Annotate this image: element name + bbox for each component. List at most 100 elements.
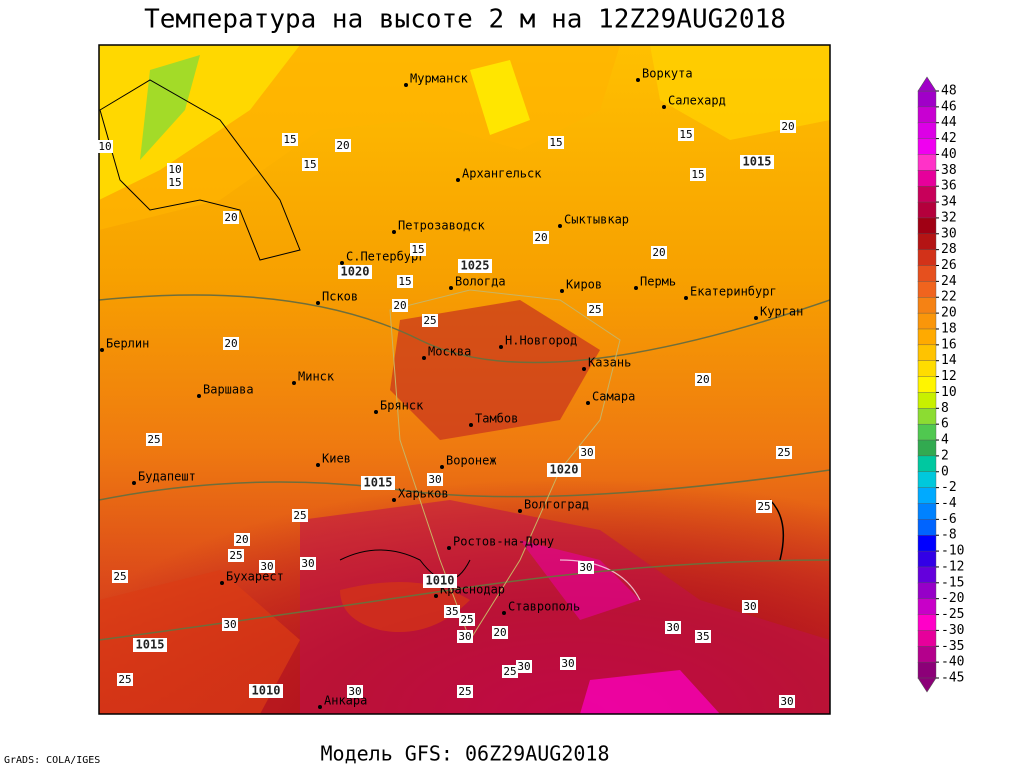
isotherm-label: 20 bbox=[534, 231, 547, 244]
city: Н.Новгород bbox=[505, 334, 577, 348]
isotherm-label-bg bbox=[690, 168, 706, 181]
isotherm-label-bg bbox=[392, 299, 408, 312]
colorbar-label: -2 bbox=[941, 480, 957, 495]
isotherm-label-bg bbox=[146, 433, 162, 446]
colorbar-segment bbox=[917, 281, 937, 298]
isotherm-label-bg bbox=[779, 695, 795, 708]
colorbar-segment bbox=[917, 312, 937, 330]
colorbar-segment bbox=[917, 519, 937, 536]
city-dot bbox=[636, 78, 640, 82]
city: Псков bbox=[322, 290, 358, 304]
isobar-label-bg bbox=[423, 574, 457, 588]
colorbar-segment bbox=[917, 122, 937, 140]
colorbar-label: 32 bbox=[941, 210, 957, 225]
isotherm-label-bg bbox=[223, 211, 239, 224]
isotherm-label-bg bbox=[516, 660, 532, 673]
isotherm-label: 25 bbox=[757, 500, 770, 513]
colorbar-label: 38 bbox=[941, 163, 957, 178]
isotherm-label: 30 bbox=[223, 618, 236, 631]
colorbar-label: 10 bbox=[941, 385, 957, 400]
city: Волгоград bbox=[524, 498, 589, 512]
city: Киров bbox=[566, 278, 602, 292]
isotherm-label: 15 bbox=[679, 128, 692, 141]
isotherm-label: 15 bbox=[398, 275, 411, 288]
colorbar-label: 2 bbox=[941, 448, 949, 463]
city: Берлин bbox=[106, 337, 149, 351]
city: Ростов-на-Дону bbox=[453, 535, 554, 549]
colorbar-label: -30 bbox=[941, 623, 964, 638]
colorbar-label: 42 bbox=[941, 131, 957, 146]
colorbar-label: 0 bbox=[941, 464, 949, 479]
city: Салехард bbox=[668, 94, 726, 108]
title: Температура на высоте 2 м на 12Z29AUG201… bbox=[144, 5, 786, 35]
isotherm-label: 25 bbox=[458, 685, 471, 698]
isobar-label-bg bbox=[740, 155, 774, 169]
colorbar-segment bbox=[917, 265, 937, 283]
isobar-label: 1025 bbox=[461, 259, 490, 273]
isotherm-label-bg bbox=[112, 570, 128, 583]
colorbar-label: 18 bbox=[941, 321, 957, 336]
isotherm-label: 10 bbox=[168, 163, 181, 176]
isotherm-label-bg bbox=[228, 549, 244, 562]
colorbar-segment bbox=[917, 535, 937, 552]
isotherm-label-bg bbox=[560, 657, 576, 670]
isotherm-label: 20 bbox=[493, 626, 506, 639]
city-dot bbox=[634, 286, 638, 290]
colorbar-label: 22 bbox=[941, 290, 957, 305]
isotherm-label-bg bbox=[259, 560, 275, 573]
colorbar-segment bbox=[917, 630, 937, 647]
colorbar-label: -40 bbox=[941, 655, 964, 670]
isotherm-label-bg bbox=[587, 303, 603, 316]
city: Будапешт bbox=[138, 470, 196, 484]
isobar-label: 1010 bbox=[426, 574, 455, 588]
colorbar-label: -6 bbox=[941, 512, 957, 527]
city-dot bbox=[456, 178, 460, 182]
isotherm-label: 30 bbox=[580, 446, 593, 459]
colorbar-segment bbox=[917, 154, 937, 172]
isotherm-label: 25 bbox=[423, 314, 436, 327]
isotherm-label: 15 bbox=[168, 176, 181, 189]
isotherm-label: 35 bbox=[696, 630, 709, 643]
isotherm-label: 30 bbox=[458, 630, 471, 643]
colorbar-segment bbox=[917, 360, 937, 378]
credit: GrADS: COLA/IGES bbox=[4, 755, 100, 766]
colorbar-label: 48 bbox=[941, 84, 957, 99]
isotherm-label-bg bbox=[776, 446, 792, 459]
city: Сыктывкар bbox=[564, 213, 629, 227]
city-dot bbox=[374, 410, 378, 414]
isotherm-label-bg bbox=[422, 314, 438, 327]
isotherm-label-bg bbox=[742, 600, 758, 613]
isotherm-label: 10 bbox=[98, 140, 111, 153]
isotherm-label: 30 bbox=[260, 560, 273, 573]
isotherm-label: 25 bbox=[293, 509, 306, 522]
city: Воронеж bbox=[446, 454, 497, 468]
isotherm-label-bg bbox=[444, 605, 460, 618]
isotherm-label-bg bbox=[397, 275, 413, 288]
isotherm-label-bg bbox=[223, 337, 239, 350]
city-dot bbox=[518, 509, 522, 513]
isotherm-label: 30 bbox=[579, 561, 592, 574]
colorbar-segment bbox=[917, 471, 937, 489]
colorbar-segment bbox=[917, 201, 937, 219]
isotherm-label: 20 bbox=[224, 337, 237, 350]
isotherm-label-bg bbox=[167, 163, 183, 176]
colorbar-segment bbox=[917, 646, 937, 663]
colorbar-label: -12 bbox=[941, 559, 964, 574]
colorbar-segment bbox=[917, 439, 937, 457]
colorbar-segment bbox=[917, 423, 937, 441]
colorbar-segment bbox=[917, 408, 937, 425]
isotherm-label-bg bbox=[695, 373, 711, 386]
colorbar-end bbox=[917, 677, 937, 693]
city: Мурманск bbox=[410, 72, 469, 86]
colorbar-label: -45 bbox=[941, 671, 964, 686]
city-dot bbox=[449, 286, 453, 290]
isotherm-label: 25 bbox=[588, 303, 601, 316]
isobar-label-bg bbox=[133, 638, 167, 652]
isotherm-label-bg bbox=[292, 509, 308, 522]
colorbar-label: -25 bbox=[941, 607, 964, 622]
isotherm-label: 20 bbox=[336, 139, 349, 152]
isotherm-label: 20 bbox=[235, 533, 248, 546]
isotherm-label-bg bbox=[300, 557, 316, 570]
city: Тамбов bbox=[475, 412, 518, 426]
city: Варшава bbox=[203, 383, 254, 397]
